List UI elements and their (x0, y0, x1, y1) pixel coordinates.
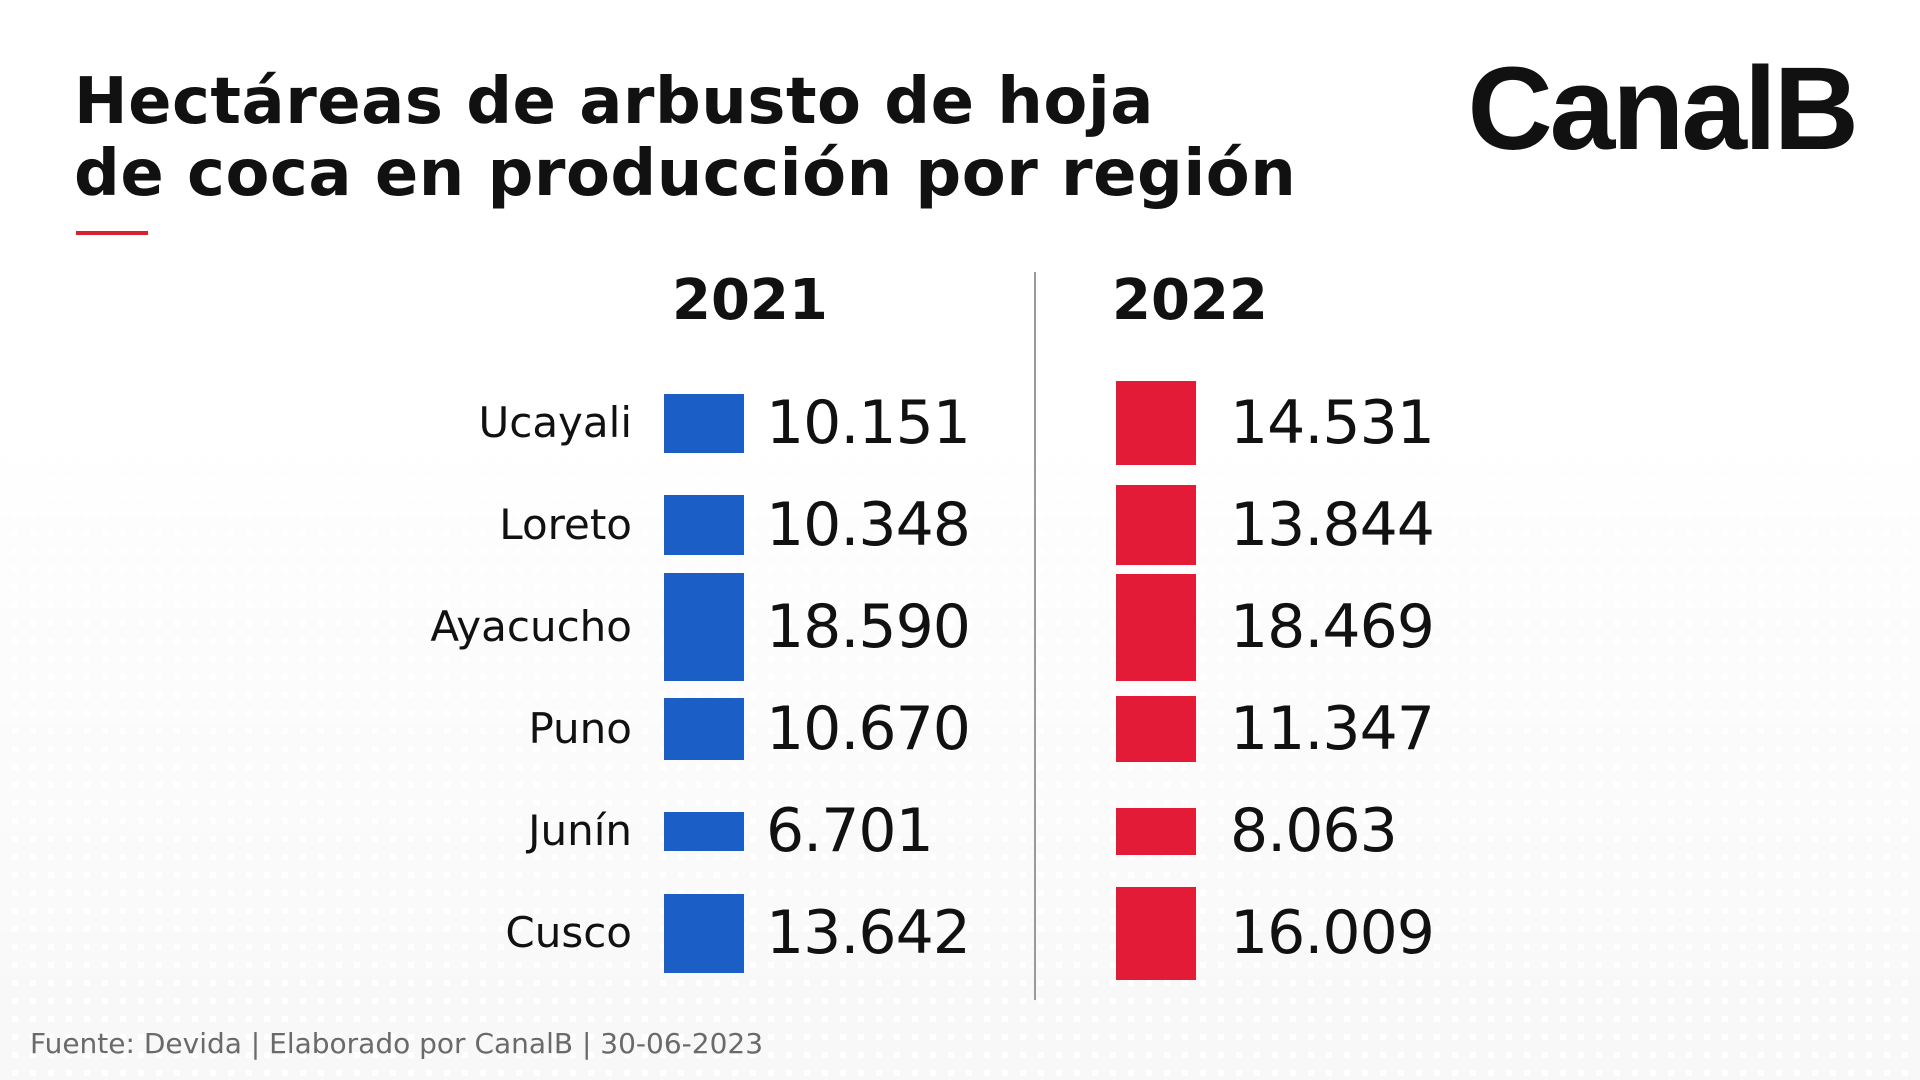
region-label-puno: Puno (528, 704, 632, 753)
source-note: Fuente: Devida | Elaborado por CanalB | … (30, 1027, 764, 1060)
value-label-2021-ayacucho: 18.590 (766, 592, 971, 662)
chart-title: Hectáreas de arbusto de hoja de coca en … (74, 66, 1374, 210)
bar-2022-loreto (1116, 485, 1196, 565)
column-divider (1034, 272, 1036, 1000)
bar-2022-ayacucho (1116, 574, 1196, 681)
value-label-2022-ayacucho: 18.469 (1230, 592, 1435, 662)
value-label-2021-loreto: 10.348 (766, 490, 971, 560)
bar-2022-ucayali (1116, 381, 1196, 465)
bar-2022-puno (1116, 696, 1196, 762)
bar-2021-ucayali (664, 394, 744, 453)
region-label-ucayali: Ucayali (478, 398, 632, 447)
region-label-loreto: Loreto (499, 500, 632, 549)
value-label-2021-puno: 10.670 (766, 694, 971, 764)
region-label-junín: Junín (528, 806, 632, 855)
value-label-2021-cusco: 13.642 (766, 898, 971, 968)
title-line-2: de coca en producción por región (74, 137, 1297, 211)
bar-2022-junín (1116, 808, 1196, 855)
bar-2021-cusco (664, 894, 744, 973)
value-label-2022-puno: 11.347 (1230, 694, 1435, 764)
bar-2021-puno (664, 698, 744, 760)
value-label-2021-junín: 6.701 (766, 796, 934, 866)
region-label-cusco: Cusco (505, 908, 632, 957)
title-line-1: Hectáreas de arbusto de hoja (74, 65, 1154, 139)
bar-2021-junín (664, 812, 744, 851)
year-header-2022: 2022 (1112, 268, 1268, 333)
bar-2022-cusco (1116, 887, 1196, 980)
title-accent-line (76, 231, 148, 235)
bar-2021-ayacucho (664, 573, 744, 681)
region-label-ayacucho: Ayacucho (430, 602, 632, 651)
canalb-logo: CanalB (1467, 43, 1859, 175)
value-label-2022-cusco: 16.009 (1230, 898, 1435, 968)
bar-2021-loreto (664, 495, 744, 555)
value-label-2022-ucayali: 14.531 (1230, 388, 1435, 458)
value-label-2022-loreto: 13.844 (1230, 490, 1435, 560)
value-label-2021-ucayali: 10.151 (766, 388, 971, 458)
value-label-2022-junín: 8.063 (1230, 796, 1398, 866)
year-header-2021: 2021 (672, 268, 828, 333)
